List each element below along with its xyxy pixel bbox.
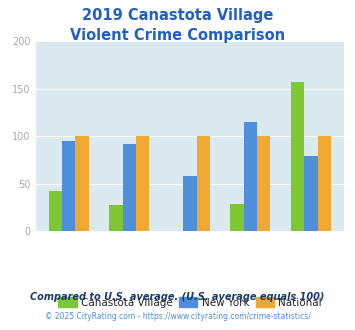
- Bar: [291, 82, 304, 231]
- Bar: [49, 191, 62, 231]
- Text: 2019 Canastota Village: 2019 Canastota Village: [82, 8, 273, 23]
- Text: © 2025 CityRating.com - https://www.cityrating.com/crime-statistics/: © 2025 CityRating.com - https://www.city…: [45, 312, 310, 321]
- Bar: [109, 205, 123, 231]
- Legend: Canastota Village, New York, National: Canastota Village, New York, National: [54, 293, 326, 312]
- Bar: [123, 144, 136, 231]
- Bar: [76, 136, 89, 231]
- Bar: [244, 122, 257, 231]
- Bar: [318, 136, 331, 231]
- Text: Violent Crime Comparison: Violent Crime Comparison: [70, 28, 285, 43]
- Bar: [257, 136, 271, 231]
- Bar: [183, 176, 197, 231]
- Bar: [304, 156, 318, 231]
- Bar: [197, 136, 210, 231]
- Bar: [62, 141, 76, 231]
- Bar: [136, 136, 149, 231]
- Text: Compared to U.S. average. (U.S. average equals 100): Compared to U.S. average. (U.S. average …: [30, 292, 325, 302]
- Bar: [230, 204, 244, 231]
